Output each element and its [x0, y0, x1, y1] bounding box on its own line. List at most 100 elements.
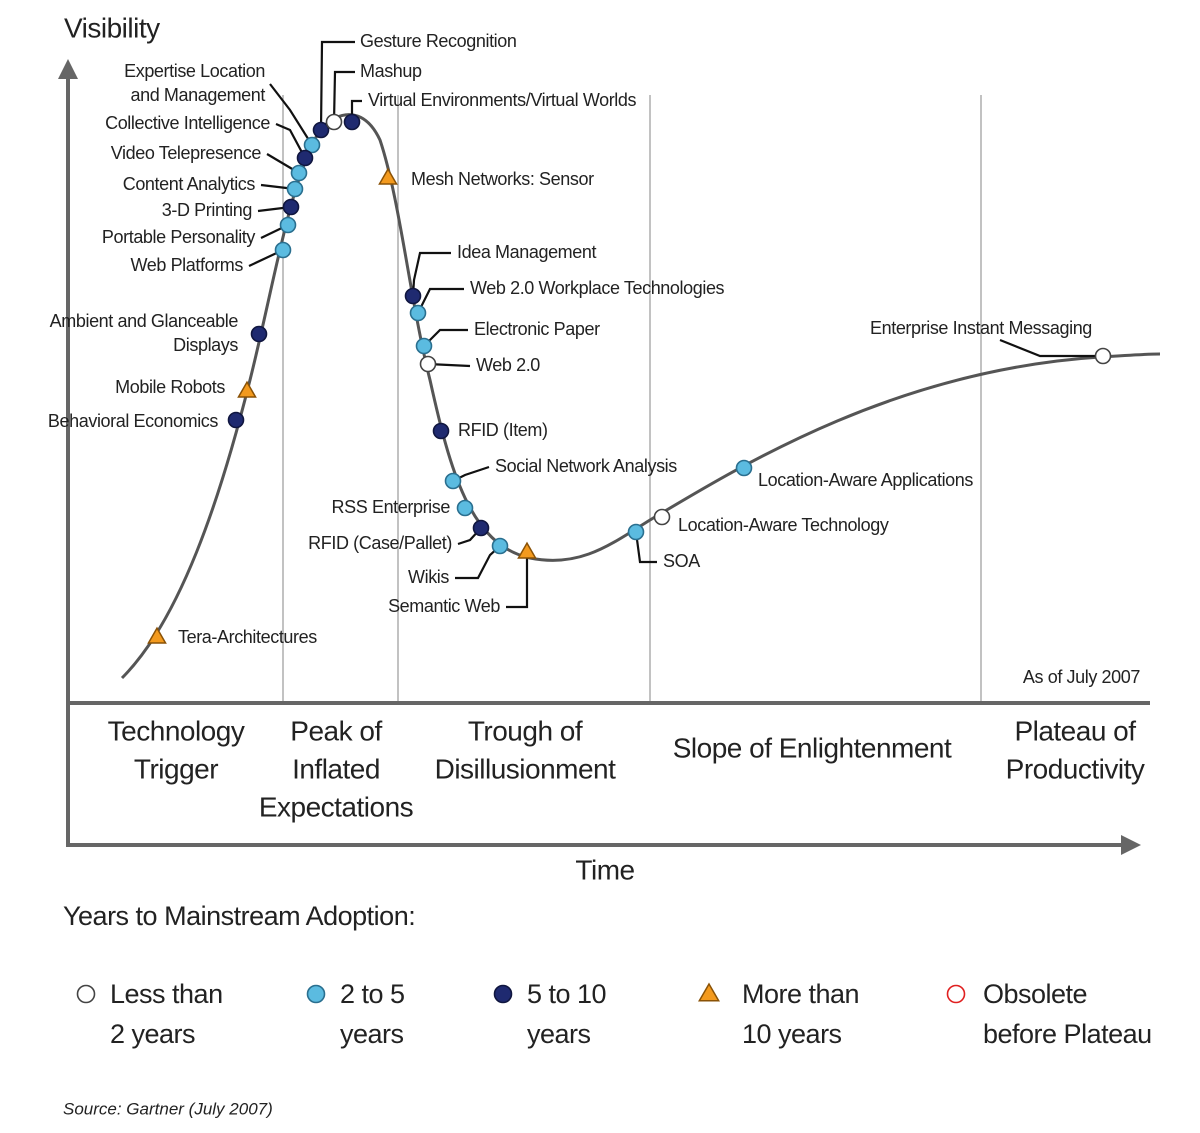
- marker: [312, 121, 330, 139]
- y-axis-label: Visibility: [64, 12, 160, 43]
- marker: [290, 164, 308, 182]
- marker: [237, 380, 257, 398]
- phase-label: Productivity: [1006, 753, 1145, 784]
- legend-label: before Plateau: [983, 1019, 1152, 1049]
- leader-line: [269, 83, 313, 146]
- marker: [517, 541, 537, 559]
- technology-label: Mashup: [360, 61, 422, 81]
- technology-label: Social Network Analysis: [495, 456, 677, 476]
- technology-label: Mesh Networks: Sensor: [411, 169, 594, 189]
- phase-label: Inflated: [292, 753, 380, 784]
- phase-label: Peak of: [290, 715, 382, 746]
- marker: [432, 422, 450, 440]
- marker: [415, 337, 433, 355]
- technology-label: Expertise Location: [124, 61, 265, 81]
- technology-label: Displays: [173, 335, 238, 355]
- source: Source: Gartner (July 2007): [63, 1099, 273, 1118]
- phase-label: Trough of: [468, 715, 583, 746]
- dynamic-layer: Technology Trigger Peak of Inflated Expectat…: [48, 31, 1152, 1049]
- marker: [472, 519, 490, 537]
- phase-label: Disillusionment: [435, 753, 617, 784]
- technology-label: Collective Intelligence: [105, 113, 270, 133]
- marker: [378, 167, 398, 185]
- marker: [325, 113, 343, 131]
- technology-label: Content Analytics: [123, 174, 256, 194]
- leader-line: [634, 531, 657, 564]
- legend-label: 10 years: [742, 1019, 842, 1049]
- technology-label: Web 2.0: [476, 355, 540, 375]
- legend-label: Obsolete: [983, 979, 1087, 1009]
- technology-label: RSS Enterprise: [332, 497, 451, 517]
- marker: [296, 149, 314, 167]
- marker: [946, 984, 966, 1004]
- marker: [653, 508, 671, 526]
- leader-line: [319, 40, 355, 131]
- marker: [250, 325, 268, 343]
- marker: [76, 984, 96, 1004]
- technology-label: Web 2.0 Workplace Technologies: [470, 278, 725, 298]
- marker: [735, 459, 753, 477]
- technology-label: RFID (Item): [458, 420, 548, 440]
- marker: [279, 216, 297, 234]
- marker: [627, 523, 645, 541]
- technology-label: Idea Management: [457, 242, 596, 262]
- technology-label: RFID (Case/Pallet): [308, 533, 452, 553]
- technology-label: Location-Aware Applications: [758, 470, 973, 490]
- marker: [444, 472, 462, 490]
- marker: [1094, 347, 1112, 365]
- marker: [698, 982, 720, 1002]
- marker: [306, 984, 326, 1004]
- marker: [409, 304, 427, 322]
- marker: [343, 113, 361, 131]
- phase-label: Trigger: [134, 753, 218, 784]
- leader-line: [275, 122, 306, 159]
- leader-line: [332, 70, 355, 123]
- technology-label: 3-D Printing: [162, 200, 252, 220]
- phase-label: Expectations: [259, 791, 413, 822]
- technology-label: Semantic Web: [388, 596, 500, 616]
- technology-label: Ambient and Glanceable: [50, 311, 239, 331]
- legend-label: years: [340, 1019, 404, 1049]
- marker: [493, 984, 513, 1004]
- technology-label: and Management: [131, 85, 266, 105]
- technology-label: Electronic Paper: [474, 319, 600, 339]
- legend-label: More than: [742, 979, 859, 1009]
- technology-label: Location-Aware Technology: [678, 515, 889, 535]
- technology-label: Enterprise Instant Messaging: [870, 318, 1092, 338]
- technology-label: Mobile Robots: [115, 377, 225, 397]
- phase-dividers: [282, 95, 982, 703]
- leader-line: [999, 338, 1103, 358]
- technology-label: Portable Personality: [102, 227, 255, 247]
- marker: [491, 537, 509, 555]
- technology-label: Web Platforms: [130, 255, 243, 275]
- leader-line: [417, 287, 464, 314]
- phase-label: Slope of Enlightenment: [673, 732, 952, 763]
- hype-curve: [120, 113, 1161, 680]
- legend-label: 2 to 5: [340, 979, 405, 1009]
- legend-title: Years to Mainstream Adoption:: [63, 901, 415, 931]
- technology-label: Gesture Recognition: [360, 31, 517, 51]
- marker: [456, 499, 474, 517]
- legend-label: 5 to 10: [527, 979, 606, 1009]
- marker: [274, 241, 292, 259]
- marker: [404, 287, 422, 305]
- note: As of July 2007: [1023, 667, 1140, 687]
- leader-line: [506, 552, 529, 609]
- phase-label: Technology: [108, 715, 245, 746]
- marker: [286, 180, 304, 198]
- legend-label: Less than: [110, 979, 223, 1009]
- marker: [419, 355, 437, 373]
- marker: [227, 411, 245, 429]
- marker: [282, 198, 300, 216]
- technology-label: Wikis: [408, 567, 449, 587]
- legend-label: years: [527, 1019, 591, 1049]
- technology-label: Tera-Architectures: [178, 627, 317, 647]
- technology-label: Video Telepresence: [111, 143, 262, 163]
- technology-label: Virtual Environments/Virtual Worlds: [368, 90, 637, 110]
- marker: [303, 136, 321, 154]
- phase-label: Plateau of: [1014, 715, 1136, 746]
- marker: [147, 626, 167, 644]
- technology-label: Behavioral Economics: [48, 411, 218, 431]
- x-axis-label: Time: [575, 854, 634, 885]
